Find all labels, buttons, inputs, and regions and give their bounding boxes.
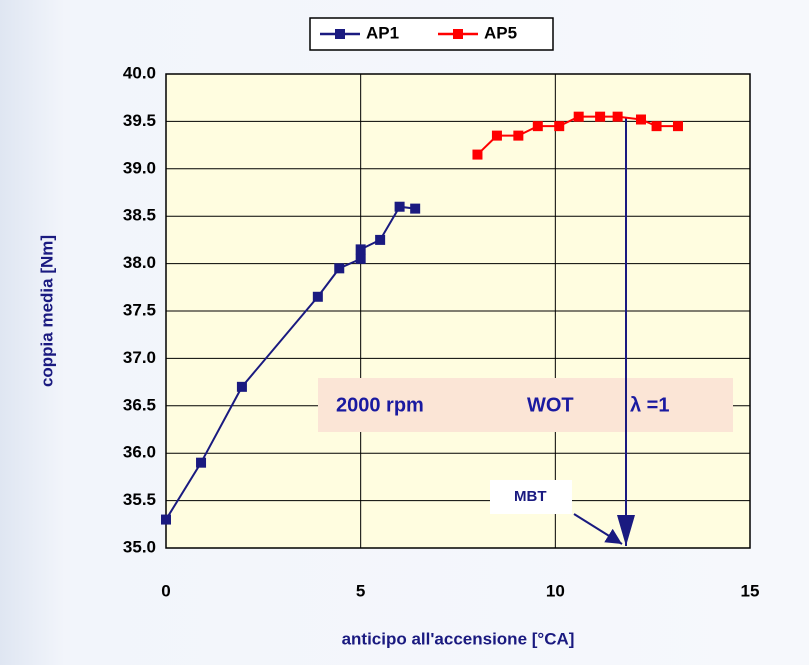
y-tick-label: 36.0	[123, 443, 156, 462]
annotation-arrow	[573, 513, 623, 545]
mbt-arrowhead	[617, 515, 635, 546]
annotation-box	[490, 480, 572, 514]
marker	[532, 121, 543, 132]
y-tick-label: 35.5	[123, 490, 156, 509]
marker	[672, 121, 683, 132]
y-tick-label: 37.0	[123, 348, 156, 367]
x-axis-label: anticipo all'accensione [°CA]	[342, 629, 575, 648]
annotation: λ =1	[630, 394, 669, 416]
x-tick-label: 0	[161, 581, 170, 600]
series-line	[165, 205, 416, 521]
annotation: 2000 rpm	[336, 394, 424, 416]
y-tick-label: 38.0	[123, 253, 156, 272]
marker	[196, 457, 207, 468]
x-tick-label: 5	[356, 581, 365, 600]
y-tick-label: 39.5	[123, 111, 156, 130]
y-tick-label: 40.0	[123, 63, 156, 82]
marker	[161, 514, 171, 525]
y-tick-label: 39.0	[123, 158, 156, 177]
legend-label: AP5	[484, 23, 517, 42]
marker	[513, 130, 524, 141]
x-tick-label: 15	[741, 581, 760, 600]
marker	[334, 263, 345, 274]
x-tick-label: 10	[546, 581, 565, 600]
marker	[651, 121, 662, 132]
marker	[573, 111, 584, 122]
legend-marker	[453, 29, 463, 39]
y-tick-label: 37.5	[123, 300, 156, 319]
marker	[394, 201, 405, 212]
marker	[312, 291, 323, 302]
y-tick-label: 38.5	[123, 206, 156, 225]
marker	[355, 253, 366, 264]
marker	[355, 244, 366, 255]
plot-border	[165, 73, 751, 549]
marker	[236, 381, 247, 392]
legend-marker	[335, 29, 345, 39]
marker	[635, 114, 646, 125]
legend-label: AP1	[366, 23, 399, 42]
y-axis-label: coppia media [Nm]	[37, 235, 56, 387]
marker	[472, 149, 483, 160]
marker	[595, 111, 606, 122]
annotation: WOT	[527, 394, 574, 416]
annotation: MBT	[514, 488, 547, 505]
y-tick-label: 35.0	[123, 537, 156, 556]
annotation-box	[318, 378, 733, 432]
marker	[491, 130, 502, 141]
marker	[410, 203, 421, 214]
marker	[612, 111, 623, 122]
marker	[554, 121, 565, 132]
y-tick-label: 36.5	[123, 395, 156, 414]
marker	[375, 234, 386, 245]
